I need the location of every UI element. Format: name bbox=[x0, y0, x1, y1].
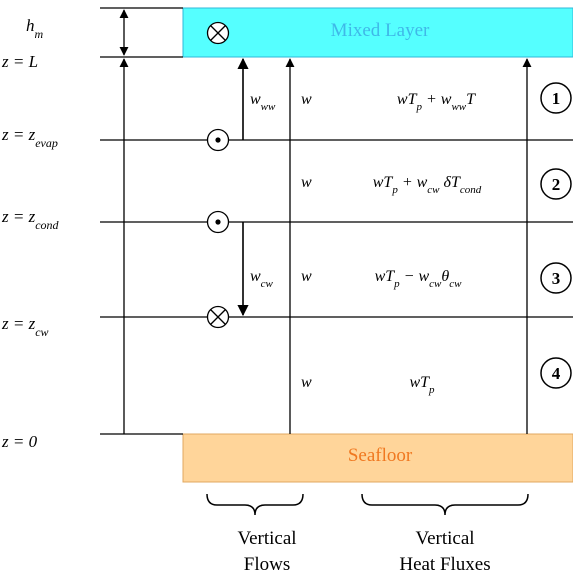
layer-number-2: 2 bbox=[540, 168, 572, 200]
label-w-cw: wcw bbox=[250, 268, 274, 290]
out-of-page-symbol-cond bbox=[206, 210, 230, 234]
out-of-page-symbol-evap bbox=[206, 128, 230, 152]
svg-text:2: 2 bbox=[552, 175, 561, 194]
flux-layer3: wTp − wcwθcw bbox=[375, 268, 463, 290]
fluxes-brace bbox=[361, 493, 529, 516]
seafloor-label: Seafloor bbox=[348, 445, 413, 466]
into-page-symbol-mixed bbox=[206, 21, 230, 45]
label-L: z = L bbox=[1, 52, 38, 71]
label-w-ww: www bbox=[250, 91, 276, 113]
mixed-layer-box bbox=[182, 7, 573, 58]
label-hm: hm bbox=[26, 16, 44, 41]
caption-fluxes-line1: Vertical bbox=[415, 528, 474, 549]
mixed-layer-label: Mixed Layer bbox=[331, 20, 430, 41]
label-w-layer4: w bbox=[301, 374, 312, 391]
label-cond: z = zcond bbox=[1, 207, 60, 232]
flows-brace bbox=[206, 493, 304, 516]
layer-number-3: 3 bbox=[540, 262, 572, 294]
caption-fluxes-line2: Heat Fluxes bbox=[399, 554, 490, 575]
layer-number-4: 4 bbox=[540, 357, 572, 389]
svg-text:4: 4 bbox=[552, 364, 561, 383]
label-w-layer2: w bbox=[301, 174, 312, 191]
svg-text:3: 3 bbox=[552, 269, 561, 288]
flux-layer4: wTp bbox=[409, 374, 435, 396]
seafloor-box bbox=[182, 433, 573, 483]
into-page-symbol-cw bbox=[206, 305, 230, 329]
label-cw: z = zcw bbox=[1, 314, 49, 339]
label-evap: z = zevap bbox=[1, 125, 58, 150]
label-zero: z = 0 bbox=[1, 432, 38, 451]
label-w-layer3: w bbox=[301, 268, 312, 285]
label-w-layer1: w bbox=[301, 91, 312, 108]
flux-layer1: wTp + wwwT bbox=[397, 91, 476, 113]
layer-number-1: 1 bbox=[540, 82, 572, 114]
caption-flows-line2: Flows bbox=[244, 554, 290, 575]
caption-flows-line1: Vertical bbox=[237, 528, 296, 549]
svg-text:1: 1 bbox=[552, 89, 561, 108]
flux-layer2: wTp + wcw δTcond bbox=[373, 174, 482, 196]
